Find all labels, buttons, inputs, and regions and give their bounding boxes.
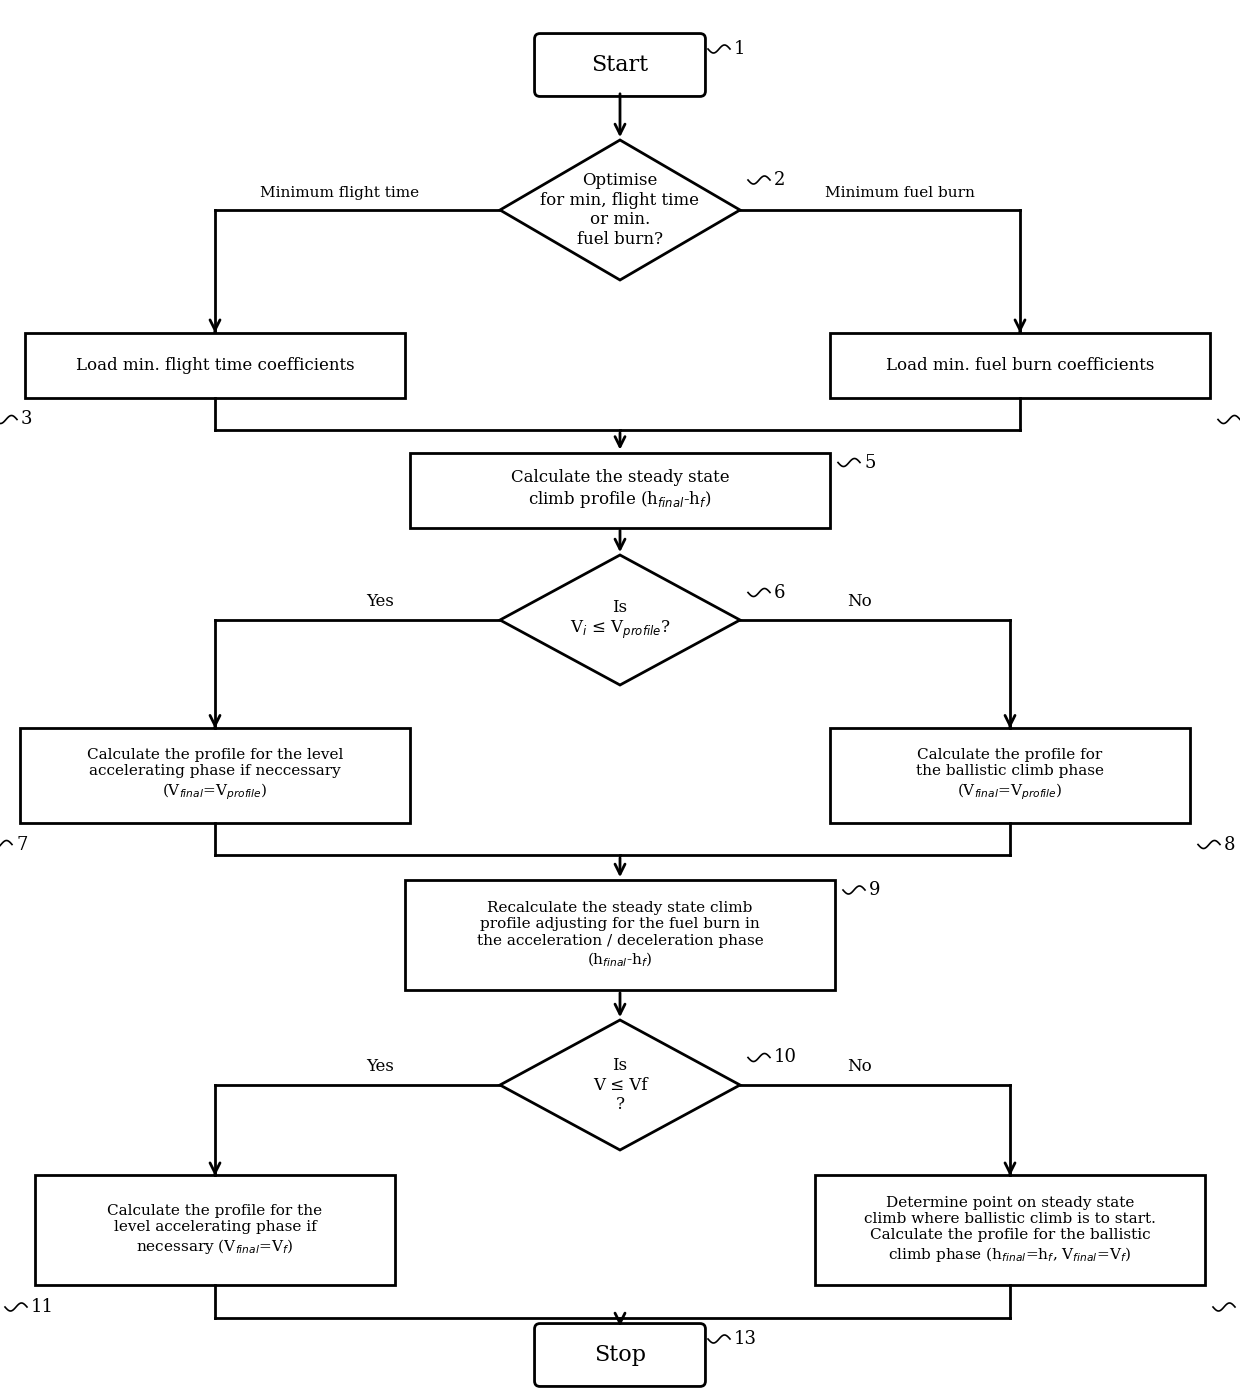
- Polygon shape: [500, 555, 740, 685]
- Text: Calculate the profile for the
level accelerating phase if
necessary (V$_{final}$: Calculate the profile for the level acce…: [108, 1204, 322, 1256]
- Text: 8: 8: [1224, 835, 1235, 853]
- Bar: [20, 728, 410, 823]
- Bar: [815, 1175, 1205, 1285]
- Polygon shape: [500, 141, 740, 280]
- Bar: [35, 1175, 396, 1285]
- Text: Calculate the profile for
the ballistic climb phase
(V$_{final}$=V$_{profile}$): Calculate the profile for the ballistic …: [916, 749, 1104, 802]
- Text: Calculate the profile for the level
accelerating phase if neccessary
(V$_{final}: Calculate the profile for the level acce…: [87, 749, 343, 802]
- Text: Load min. fuel burn coefficients: Load min. fuel burn coefficients: [885, 356, 1154, 373]
- Text: 9: 9: [869, 881, 880, 899]
- Bar: [830, 728, 1190, 823]
- Text: Is
V ≤ Vf
?: Is V ≤ Vf ?: [593, 1057, 647, 1114]
- Text: 11: 11: [31, 1297, 55, 1315]
- Text: 5: 5: [864, 454, 875, 472]
- Text: Yes: Yes: [366, 1058, 394, 1075]
- Text: 3: 3: [21, 411, 32, 429]
- Text: 13: 13: [734, 1329, 756, 1347]
- Text: Recalculate the steady state climb
profile adjusting for the fuel burn in
the ac: Recalculate the steady state climb profi…: [476, 901, 764, 969]
- Bar: [405, 880, 835, 990]
- Text: Yes: Yes: [366, 593, 394, 610]
- Bar: [830, 333, 1210, 398]
- Text: 10: 10: [774, 1048, 797, 1066]
- Text: 7: 7: [16, 835, 27, 853]
- Text: No: No: [848, 1058, 873, 1075]
- Text: Stop: Stop: [594, 1345, 646, 1366]
- FancyBboxPatch shape: [534, 1324, 706, 1386]
- Text: 6: 6: [774, 583, 785, 601]
- Polygon shape: [500, 1020, 740, 1150]
- Text: Calculate the steady state
climb profile (h$_{final}$-h$_f$): Calculate the steady state climb profile…: [511, 469, 729, 511]
- Text: Minimum flight time: Minimum flight time: [260, 187, 419, 200]
- Text: Is
V$_i$ ≤ V$_{profile}$?: Is V$_i$ ≤ V$_{profile}$?: [569, 599, 671, 642]
- Bar: [410, 452, 830, 528]
- Bar: [25, 333, 405, 398]
- Text: Optimise
for min, flight time
or min.
fuel burn?: Optimise for min, flight time or min. fu…: [541, 173, 699, 248]
- Text: 1: 1: [734, 40, 745, 58]
- Text: 2: 2: [774, 171, 785, 189]
- Text: Determine point on steady state
climb where ballistic climb is to start.
Calcula: Determine point on steady state climb wh…: [864, 1196, 1156, 1264]
- Text: Start: Start: [591, 54, 649, 77]
- FancyBboxPatch shape: [534, 33, 706, 96]
- Text: No: No: [848, 593, 873, 610]
- Text: Minimum fuel burn: Minimum fuel burn: [825, 187, 975, 200]
- Text: Load min. flight time coefficients: Load min. flight time coefficients: [76, 356, 355, 373]
